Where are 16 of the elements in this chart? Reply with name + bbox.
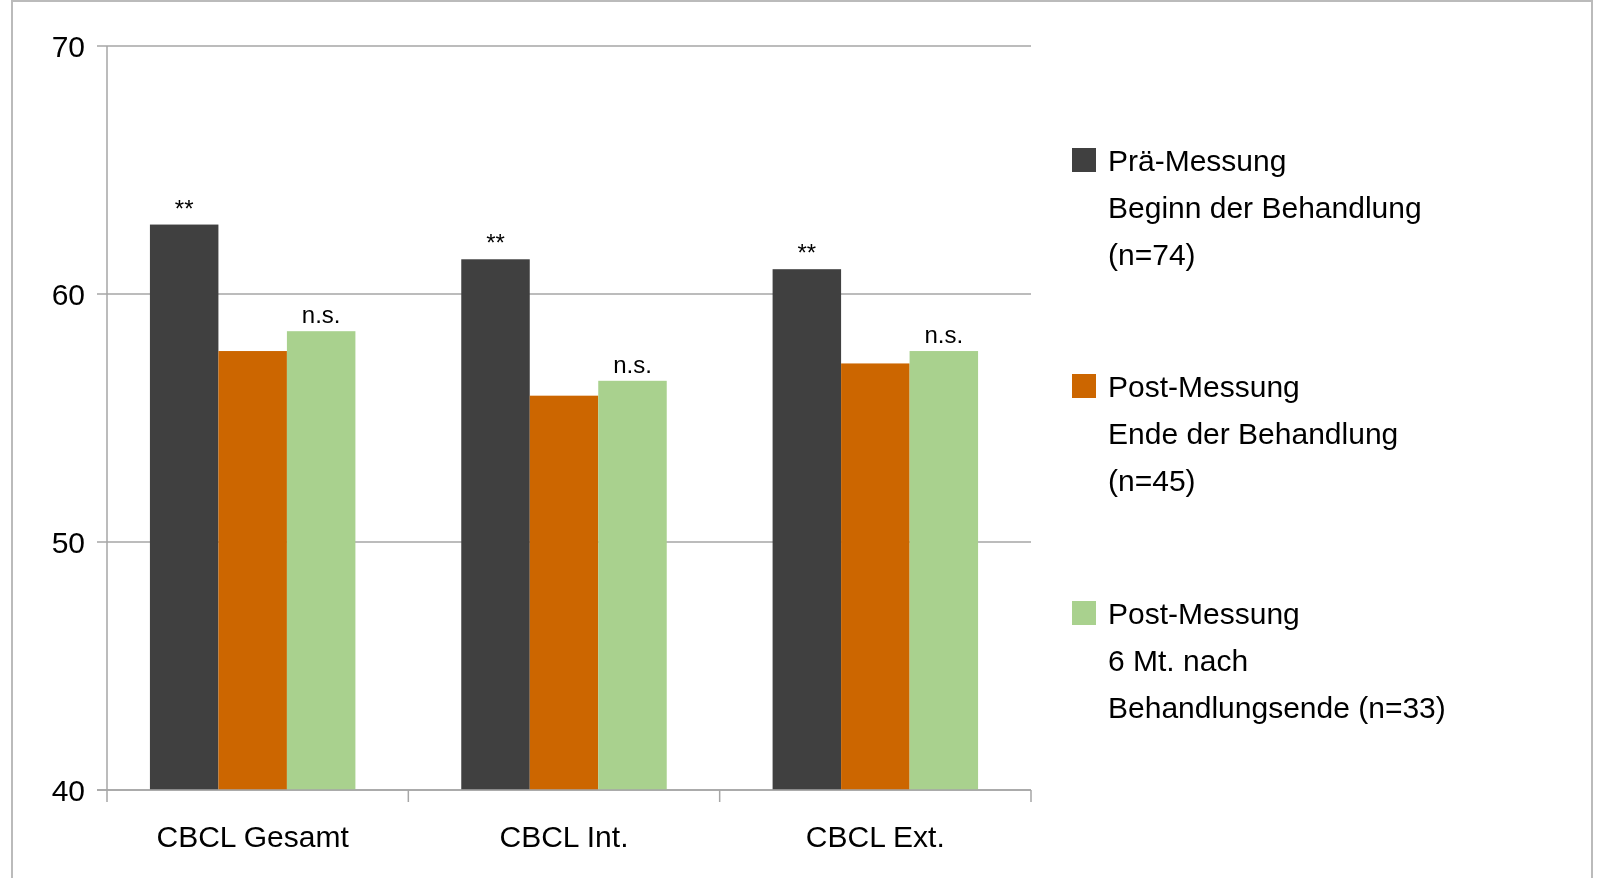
y-tick-label: 60 [51,277,85,311]
annotation: ** [486,229,505,257]
x-tick-label: CBCL Int. [499,820,629,853]
annotation: n.s. [301,301,341,329]
y-tick-label: 50 [51,525,85,559]
y-tick-label: 40 [51,773,85,807]
legend-label: Post-Messung 6 Mt. nach Behandlungsende (n=33) [1108,596,1446,724]
annotation: n.s. [924,321,964,349]
annotation: ** [797,239,817,267]
annotation: n.s. [613,350,652,378]
annotation: ** [174,194,194,222]
x-tick-label: CBCL Ext. [805,820,945,853]
legend-label: Post-Messung Ende der Behandlung (n=45) [1108,369,1399,497]
y-tick-label: 70 [51,29,85,63]
legend-label: Prä-Messung Beginn der Behandlung (n=74) [1108,143,1422,271]
x-tick-label: CBCL Gesamt [156,820,350,853]
